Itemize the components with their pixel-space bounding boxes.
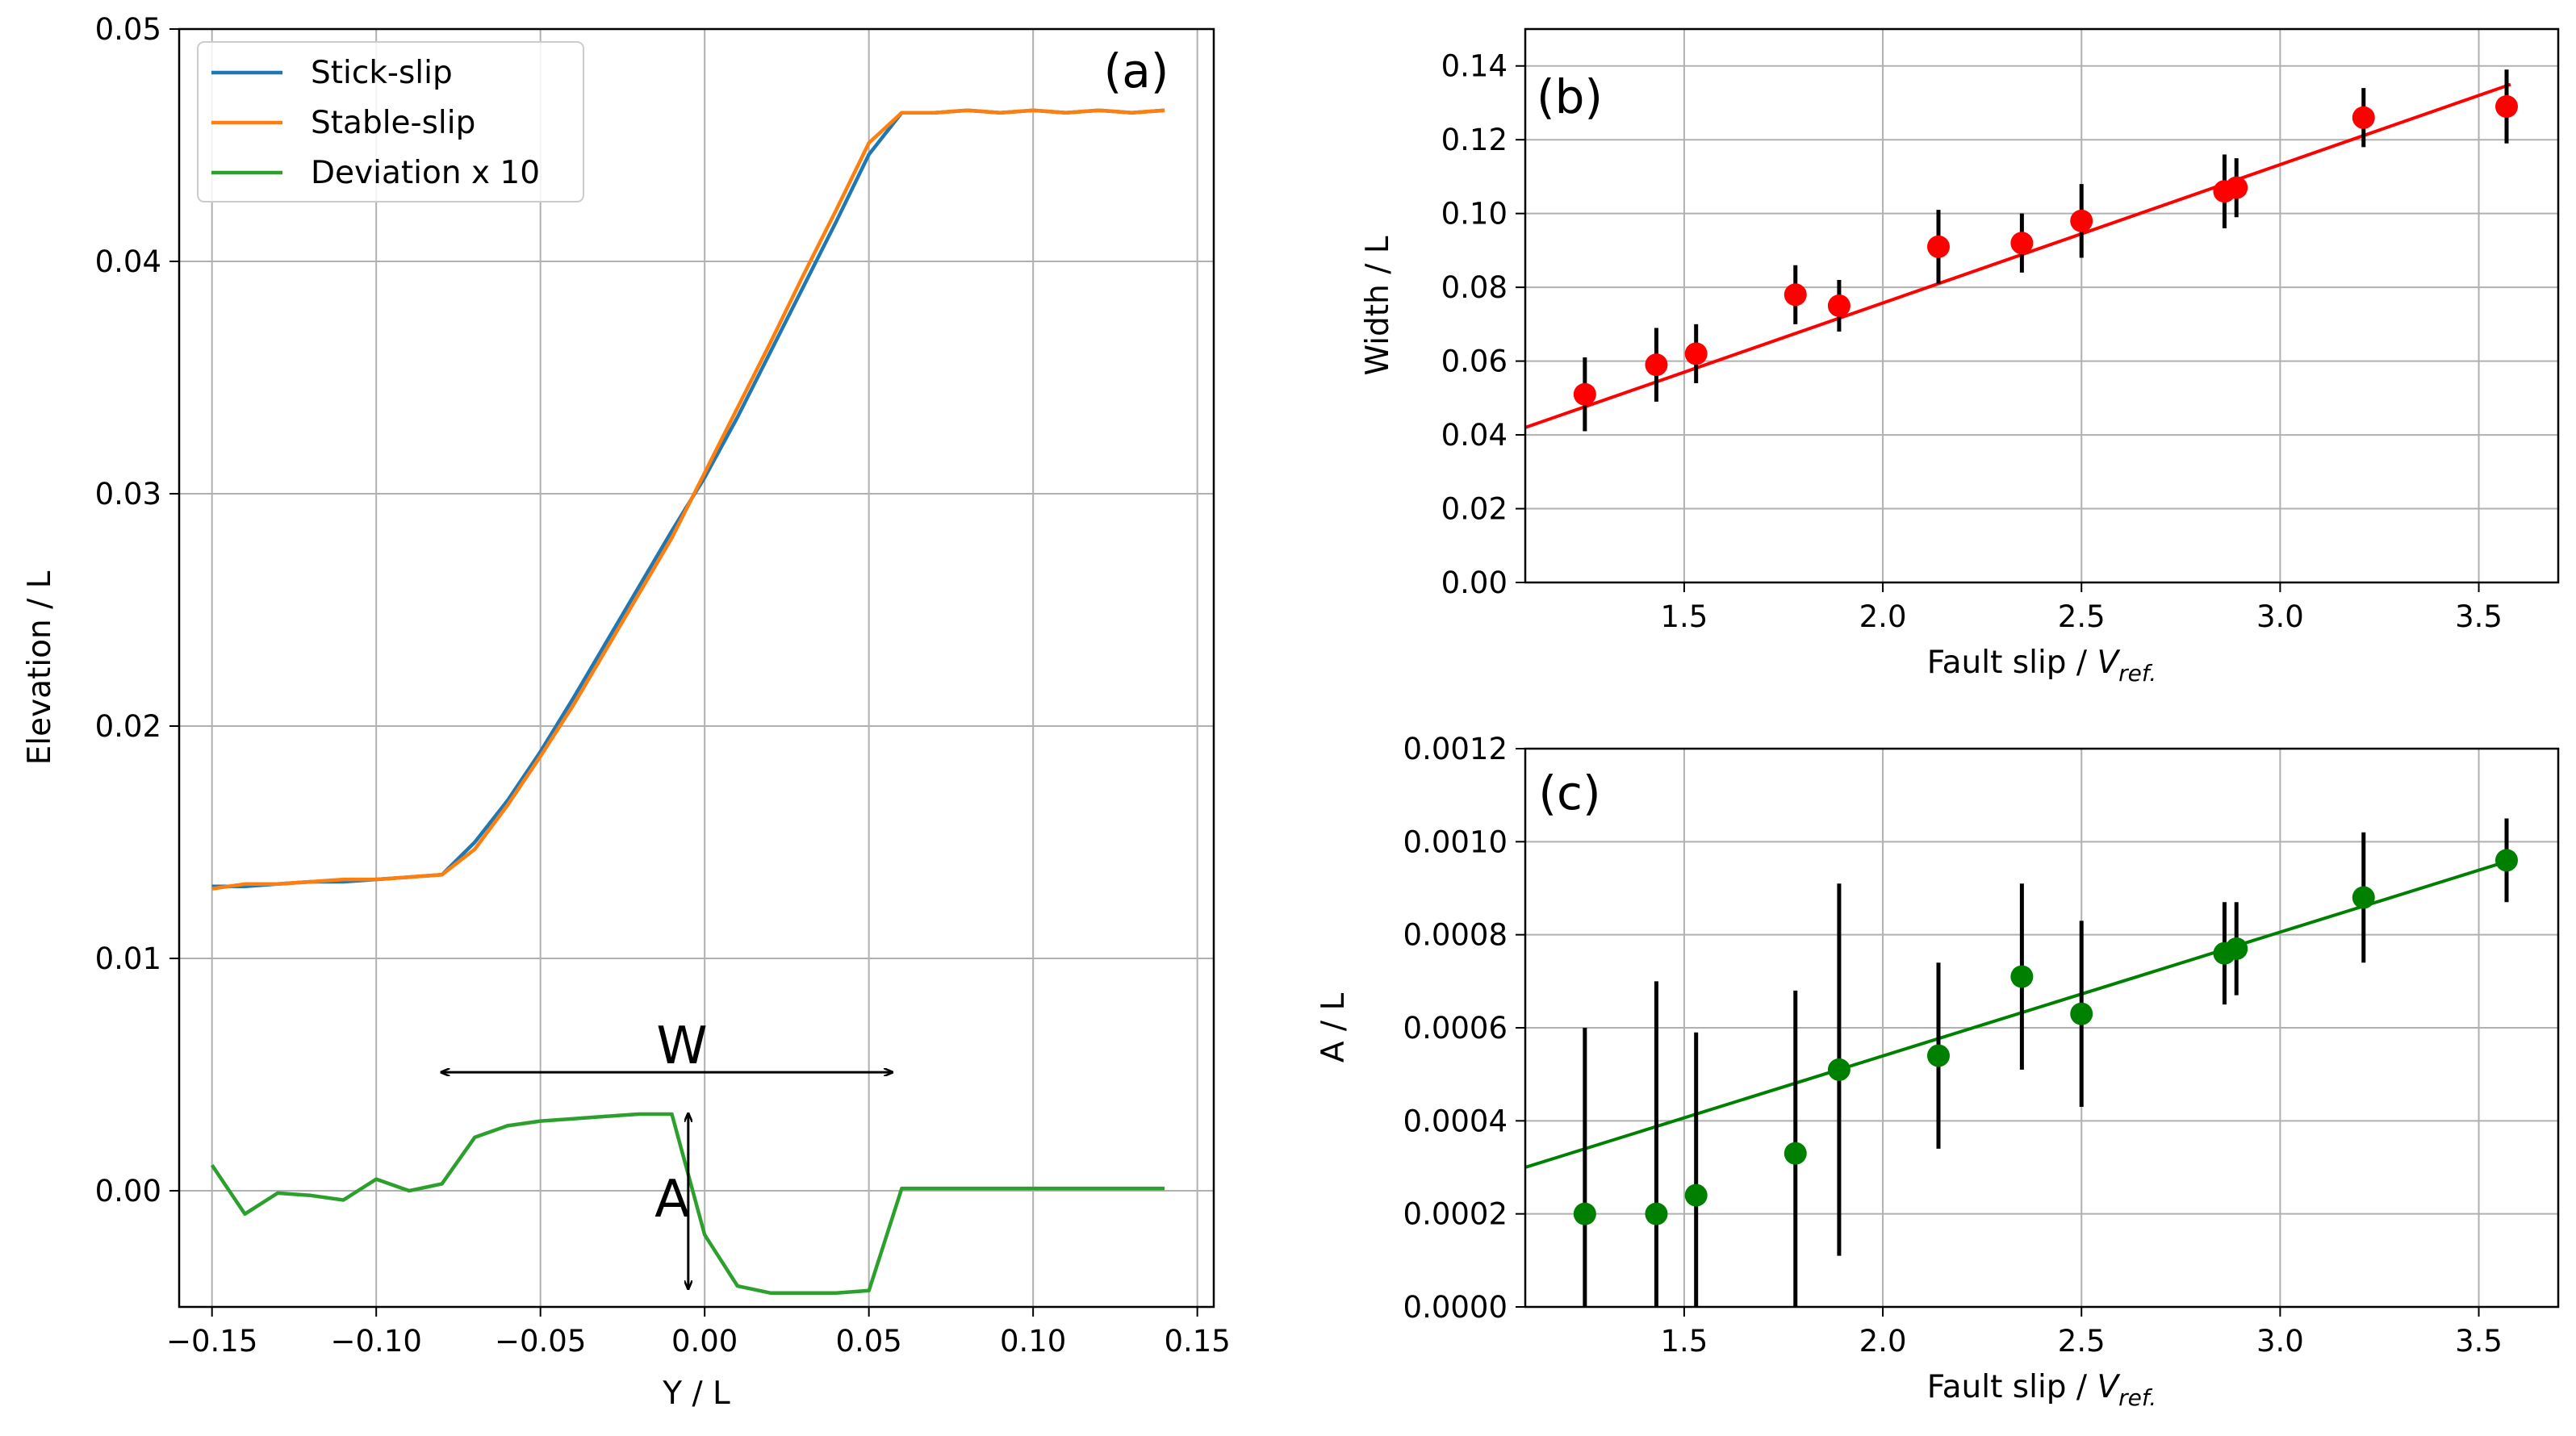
y-tick-label: 0.02	[1441, 492, 1508, 527]
axes-frame	[178, 27, 1215, 1309]
legend: Stick-slip Stable-slip Deviation x 10	[197, 41, 584, 202]
x-tick-label: 0.10	[1000, 1324, 1066, 1359]
x-tick-label: −0.10	[330, 1324, 421, 1359]
y-tick-label: 0.04	[95, 244, 161, 279]
y-tick-label: 0.06	[1441, 344, 1508, 379]
data-point	[2352, 106, 2375, 129]
panel-b-width-vs-slip: 1.5 2.0 2.5 3.0 3.5 0.00 0.02 0.04 0.06 0.08 0.10 0…	[1360, 27, 2560, 687]
y-axis-label: Width / L	[1360, 236, 1396, 375]
x-axis-label-prefix: Fault slip /	[1927, 645, 2097, 681]
amplitude-annotation: A	[654, 1170, 690, 1229]
width-annotation: W	[656, 1016, 707, 1076]
y-tick-label: 0.02	[95, 709, 161, 744]
x-tick-label: 0.15	[1164, 1324, 1230, 1359]
x-axis-label-variable: V	[2097, 1369, 2120, 1405]
data-point	[1573, 382, 1596, 406]
x-tick-label: 3.5	[2455, 599, 2503, 634]
y-axis-label: Elevation / L	[22, 570, 58, 765]
x-tick-label: 3.5	[2455, 1324, 2503, 1359]
data-point	[2070, 209, 2093, 232]
data-point	[1827, 1058, 1850, 1081]
data-point	[1573, 1202, 1596, 1225]
x-tick-label: 2.0	[1859, 599, 1907, 634]
y-tick-label: 0.10	[1441, 197, 1508, 232]
y-tick-label: 0.08	[1441, 270, 1508, 305]
data-point	[1645, 353, 1668, 377]
x-axis-label: Y / L	[662, 1375, 730, 1412]
data-point	[2225, 937, 2248, 960]
data-point	[1784, 1142, 1807, 1165]
x-tick-label: 2.0	[1859, 1324, 1907, 1359]
y-tick-label: 0.0002	[1403, 1197, 1508, 1232]
data-point	[1827, 294, 1850, 317]
legend-entry: Stable-slip	[311, 105, 475, 141]
y-tick-label: 0.05	[95, 12, 161, 47]
data-point	[1645, 1202, 1668, 1225]
x-tick-label: 1.5	[1661, 599, 1708, 634]
x-axis-label-prefix: Fault slip /	[1927, 1369, 2097, 1405]
data-point	[2495, 95, 2518, 119]
fit-line	[1524, 82, 2511, 429]
x-axis-label-subscript: ref.	[2118, 1384, 2156, 1411]
x-tick-label: −0.05	[495, 1324, 586, 1359]
panel-a-elevation-profile: −0.15 −0.10 −0.05 0.00 0.05 0.10 0.15 0.00 0.01 0…	[22, 12, 1231, 1412]
x-tick-label: 1.5	[1661, 1324, 1708, 1359]
x-axis-label: Fault slip / Vref.	[1927, 1369, 2156, 1411]
data-point	[1927, 235, 1950, 258]
y-tick-label: 0.12	[1441, 123, 1508, 157]
x-tick-label: 0.05	[835, 1324, 901, 1359]
data-point	[1784, 283, 1807, 307]
panel-label-c: (c)	[1538, 766, 1600, 820]
y-tick-label: 0.0008	[1403, 918, 1508, 953]
panel-c-amplitude-vs-slip: 1.5 2.0 2.5 3.0 3.5 0.0000 0.0002 0.0004 0.0006 0…	[1315, 732, 2560, 1411]
y-tick-label: 0.0010	[1403, 824, 1508, 859]
y-tick-label: 0.0012	[1403, 732, 1508, 766]
panel-label-a: (a)	[1104, 44, 1169, 98]
data-point	[2010, 232, 2034, 255]
x-tick-label: 2.5	[2058, 1324, 2106, 1359]
panel-label-b: (b)	[1537, 69, 1603, 124]
axes-frame	[1524, 747, 2560, 1309]
y-axis-label: A / L	[1315, 993, 1352, 1063]
data-point	[2225, 176, 2248, 199]
y-tick-label: 0.01	[95, 941, 161, 976]
x-tick-label: 2.5	[2058, 599, 2106, 634]
x-axis-label: Fault slip / Vref.	[1927, 645, 2156, 687]
axes-frame	[1524, 27, 2560, 584]
y-tick-label: 0.00	[95, 1174, 161, 1208]
data-point	[1684, 1183, 1708, 1207]
data-point	[2352, 886, 2375, 909]
y-tick-label: 0.0004	[1403, 1104, 1508, 1138]
fit-line	[1524, 858, 2511, 1169]
x-axis-label-subscript: ref.	[2118, 660, 2156, 687]
y-tick-label: 0.00	[1441, 566, 1508, 600]
data-point	[2495, 849, 2518, 872]
x-tick-label: 3.0	[2256, 1324, 2304, 1359]
data-point	[2010, 965, 2034, 988]
y-tick-label: 0.03	[95, 477, 161, 511]
y-tick-label: 0.14	[1441, 49, 1508, 84]
data-point	[1684, 342, 1708, 365]
series-line-stable-slip	[211, 108, 1165, 891]
y-tick-label: 0.0000	[1403, 1290, 1508, 1325]
data-point	[2070, 1002, 2093, 1025]
x-tick-label: 3.0	[2256, 599, 2304, 634]
y-tick-label: 0.0006	[1403, 1011, 1508, 1046]
legend-box	[197, 41, 584, 202]
legend-entry: Stick-slip	[311, 55, 453, 91]
data-point	[1927, 1044, 1950, 1067]
y-tick-label: 0.04	[1441, 418, 1508, 453]
x-tick-label: −0.15	[166, 1324, 257, 1359]
x-axis-label-variable: V	[2097, 645, 2120, 681]
legend-entry: Deviation x 10	[311, 155, 540, 191]
x-tick-label: 0.00	[671, 1324, 738, 1359]
